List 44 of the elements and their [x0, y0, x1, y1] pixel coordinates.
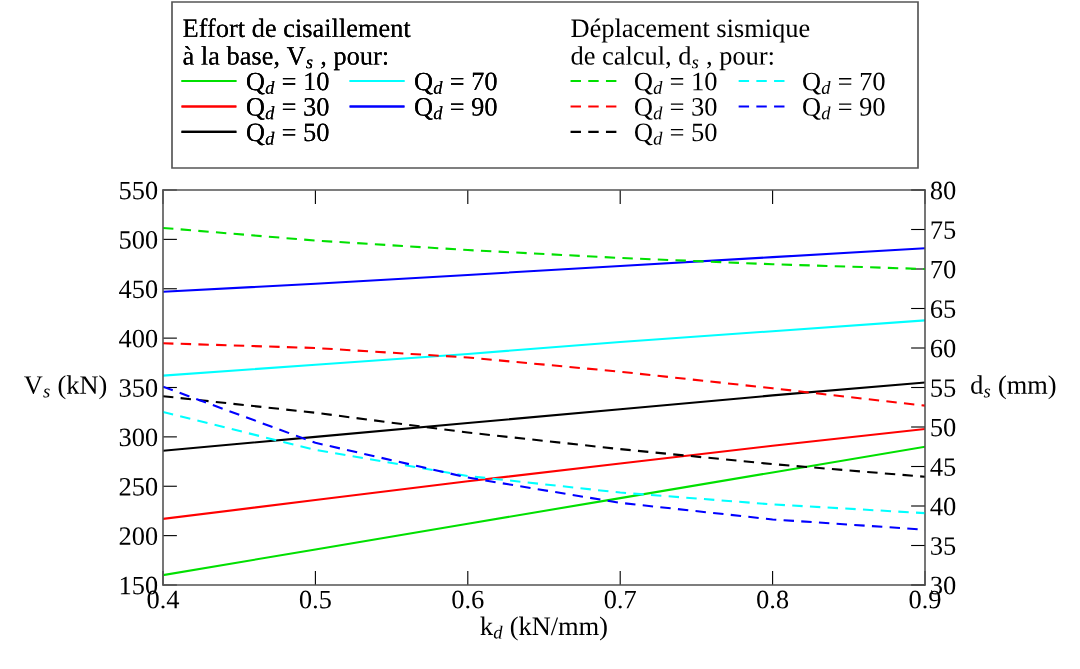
legend-label: Q$_{d}$ = 30 — [246, 97, 329, 120]
legend-label: Q$_{d}$ = 90 — [415, 97, 497, 120]
y2-tick-label: 50 — [931, 418, 956, 437]
legend-label: Q$_{d}$ = 50 — [634, 123, 717, 146]
y-tick-label: 400 — [119, 329, 158, 348]
line-series — [163, 342, 925, 407]
x-tick-label: 0.5 — [299, 590, 331, 609]
y-tick-label: 550 — [120, 181, 158, 200]
y-tick-label: 200 — [119, 527, 158, 546]
x-tick-label: 0.8 — [757, 590, 789, 609]
y2-tick-label: 55 — [931, 379, 956, 397]
legend-label: Q$_{d}$ = 10 — [634, 72, 717, 95]
y-tick-label: 450 — [119, 280, 158, 299]
legend-label: Q$_{d}$ = 70 — [803, 72, 885, 95]
x-tick-label: 0.6 — [452, 590, 484, 609]
y2-tick-label: 65 — [931, 300, 956, 318]
y2-tick-label: 45 — [930, 458, 956, 476]
legend-label: Q$_{d}$ = 90 — [803, 98, 885, 120]
y2-tick-label: 35 — [931, 537, 956, 555]
y-tick-label: 250 — [119, 477, 158, 496]
text: Déplacement sismique de calcul, d$_{s}$ , pour: — [571, 18, 810, 71]
x-axis-title: k$_{d}$ (kN/mm) — [480, 616, 607, 641]
line-series — [163, 319, 925, 377]
line-series — [163, 445, 925, 577]
y-tick-label: 350 — [119, 379, 158, 397]
y-tick-label: 500 — [120, 230, 158, 249]
y2-tick-label: 60 — [931, 339, 956, 358]
line-series — [163, 247, 925, 293]
y2-tick-label: 80 — [930, 181, 956, 200]
y2-tick-label: 40 — [930, 497, 956, 516]
legend-label: Q$_{d}$ = 30 — [634, 98, 717, 120]
y2-tick-label: 75 — [931, 221, 956, 239]
text: Effort de cisaillement à la base, V$_{s}$ , pour: — [183, 18, 411, 71]
line-series — [163, 226, 925, 271]
y-axis-title: V$_{s}$ (kN) — [24, 375, 107, 400]
line-series — [163, 410, 925, 515]
legend-label: Q$_{d}$ = 10 — [246, 72, 329, 95]
y-tick-label: 300 — [119, 428, 158, 447]
y2-tick-label: 70 — [931, 260, 956, 279]
legend-label: Q$_{d}$ = 50 — [246, 123, 329, 146]
legend-label: Q$_{d}$ = 70 — [415, 72, 497, 95]
y2-axis-title: d$_{s}$ (mm) — [971, 375, 1056, 400]
x-tick-label: 0.7 — [604, 590, 636, 609]
line-series — [163, 427, 925, 520]
